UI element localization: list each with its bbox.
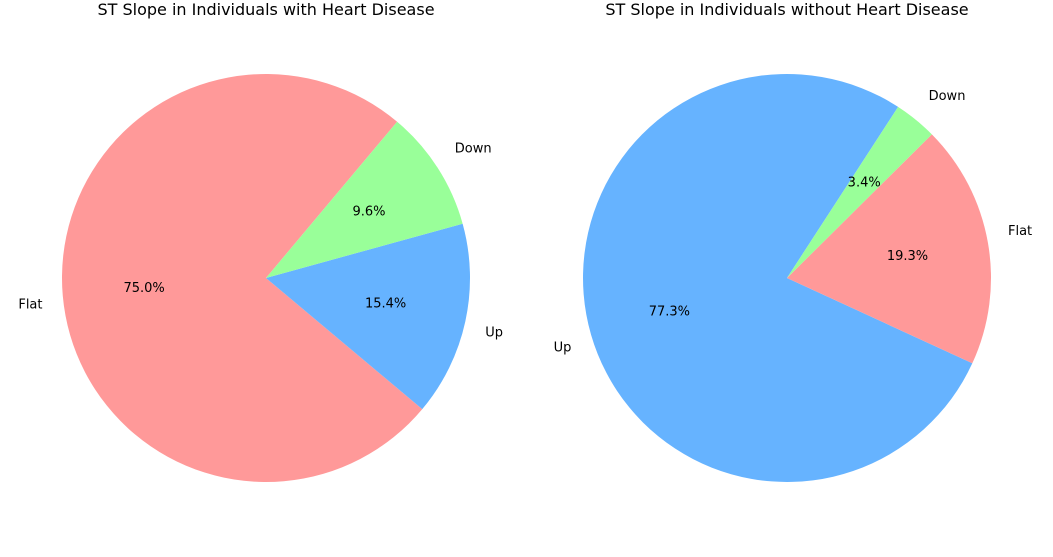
pie-slices: Flat 75.0% Up 15.4% Down 9.6% [18, 74, 503, 483]
slice-label-down: Down [455, 142, 492, 157]
slice-percent-flat: 75.0% [123, 281, 164, 296]
slice-percent-flat: 19.3% [887, 249, 928, 264]
slice-label-flat: Flat [18, 298, 42, 313]
pie-slice-flat [61, 74, 423, 483]
chart-title: ST Slope in Individuals without Heart Di… [605, 0, 968, 19]
slice-percent-down: 9.6% [352, 204, 385, 219]
slice-percent-up: 77.3% [649, 305, 690, 320]
slice-label-flat: Flat [1008, 224, 1032, 239]
slice-label-up: Up [485, 326, 503, 341]
pie-chart-with-heart-disease: ST Slope in Individuals with Heart Disea… [18, 0, 503, 483]
slice-label-down: Down [929, 89, 966, 104]
pie-chart-without-heart-disease: ST Slope in Individuals without Heart Di… [554, 0, 1032, 482]
pie-slice-up [266, 223, 471, 410]
pie-slices: Up 77.3% Flat 19.3% Down 3.4% [554, 73, 1032, 482]
chart-title: ST Slope in Individuals with Heart Disea… [97, 0, 434, 19]
slice-percent-down: 3.4% [848, 176, 881, 191]
pie-slice-down [787, 106, 932, 278]
pie-slice-flat [787, 134, 992, 364]
pie-slice-up [583, 73, 973, 482]
slice-percent-up: 15.4% [365, 297, 406, 312]
pie-slice-down [266, 121, 463, 278]
slice-label-up: Up [554, 340, 572, 355]
